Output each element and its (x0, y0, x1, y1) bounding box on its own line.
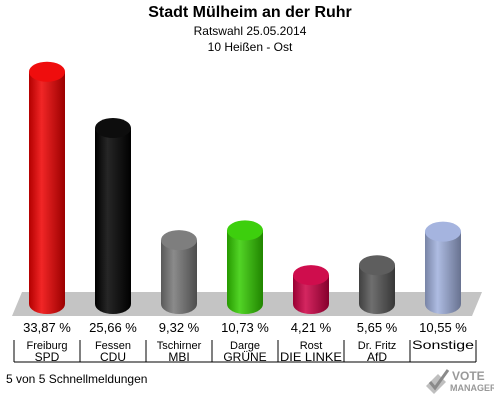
value-label: 5,65 % (357, 320, 398, 335)
candidate-label: Dr. Fritz (358, 340, 397, 352)
candidate-label: Rost (300, 340, 323, 352)
bar-gr-ne (227, 220, 263, 314)
party-label: MBI (168, 350, 189, 364)
party-label: GRÜNE (223, 350, 266, 364)
party-label: DIE LINKE (280, 350, 342, 364)
value-label: 33,87 % (23, 320, 71, 335)
party-label: SPD (35, 350, 60, 364)
value-label: 9,32 % (159, 320, 200, 335)
chart-title: Stadt Mülheim an der Ruhr (148, 4, 352, 21)
bar-mbi (161, 230, 197, 314)
value-label: 4,21 % (291, 320, 332, 335)
party-label: AfD (367, 350, 387, 364)
candidate-label: Tschirner (157, 340, 202, 352)
footer-note: 5 von 5 Schnellmeldungen (6, 372, 148, 386)
value-label: 10,73 % (221, 320, 269, 335)
value-label: 10,55 % (419, 320, 467, 335)
logo-word-vote: VOTE (452, 369, 485, 383)
bar-die-linke (293, 265, 329, 314)
ballot-check-icon (426, 369, 450, 394)
candidate-label: Fessen (95, 340, 131, 352)
bar-spd (29, 61, 65, 315)
party-label: CDU (100, 350, 126, 364)
value-label: 25,66 % (89, 320, 137, 335)
bar-cdu (95, 118, 131, 314)
vote-manager-logo: VOTE MANAGER (424, 364, 497, 398)
candidate-label: Darge (230, 340, 260, 352)
party-label: Sonstige (412, 338, 474, 352)
bar-sonstige (425, 221, 461, 314)
chart-subtitle-date: Ratswahl 25.05.2014 (193, 24, 307, 38)
bar-afd (359, 255, 395, 314)
chart-subtitle-district: 10 Heißen - Ost (207, 40, 293, 54)
candidate-label: Freiburg (27, 340, 68, 352)
logo-word-manager: MANAGER (450, 383, 494, 393)
